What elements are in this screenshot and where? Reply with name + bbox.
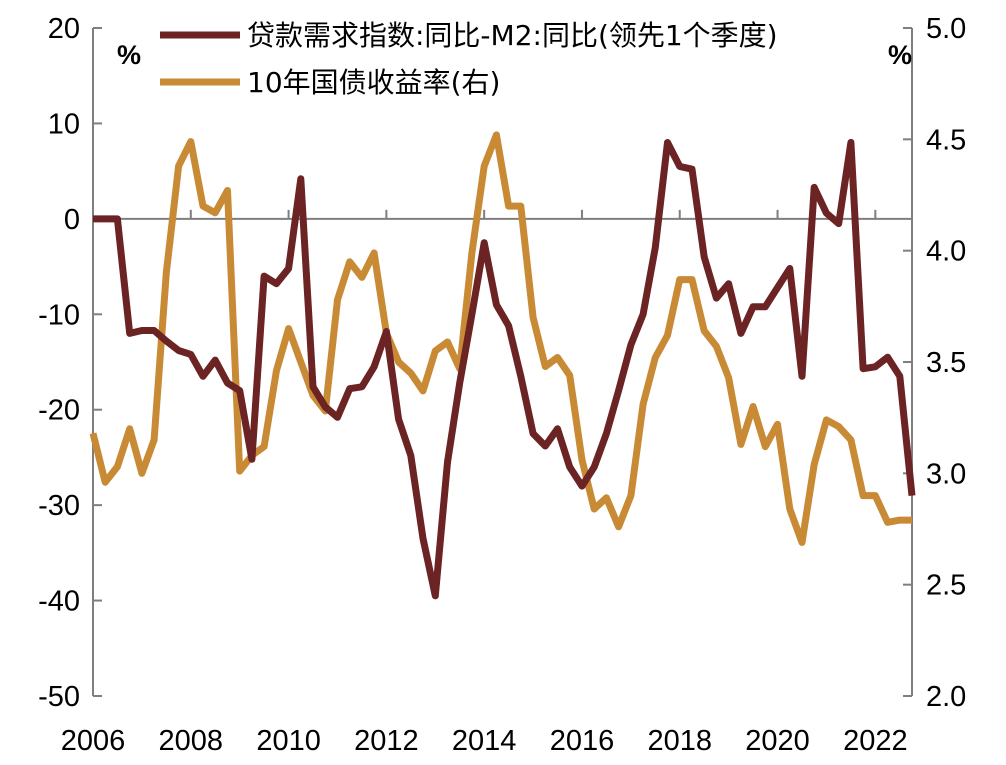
left-tick-label: -50 (38, 681, 80, 713)
right-axis-unit: % (888, 40, 912, 70)
series-line-loan-demand (93, 139, 916, 600)
x-tick-label: 2006 (61, 725, 126, 757)
right-tick-label: 3.5 (926, 347, 966, 379)
left-tick-label: -20 (38, 395, 80, 427)
x-tick-label: 2016 (550, 725, 615, 757)
x-tick-label: 2022 (843, 725, 908, 757)
x-tick-label: 2018 (647, 725, 712, 757)
left-tick-label: -10 (38, 299, 80, 331)
x-tick-label: 2012 (354, 725, 419, 757)
series-layer (89, 131, 916, 600)
left-tick-label: -40 (38, 586, 80, 618)
x-tick-label: 2020 (745, 725, 810, 757)
right-tick-label: 4.0 (926, 236, 966, 268)
x-tick-label: 2010 (256, 725, 321, 757)
left-axis-unit: % (117, 40, 141, 70)
right-tick-label: 4.5 (926, 124, 966, 156)
x-tick-label: 2014 (452, 725, 517, 757)
right-tick-label: 2.5 (926, 570, 966, 602)
right-tick-label: 5.0 (926, 13, 966, 45)
legend-label-loan-demand: 贷款需求指数:同比-M2:同比(领先1个季度) (247, 19, 778, 52)
legend-label-bond-yield: 10年国债收益率(右) (247, 66, 500, 99)
series-line-bond-yield (89, 131, 912, 546)
legend: 贷款需求指数:同比-M2:同比(领先1个季度) 10年国债收益率(右) (160, 19, 778, 99)
left-tick-label: 20 (48, 13, 80, 45)
right-tick-label: 3.0 (926, 458, 966, 490)
x-tick-label: 2008 (159, 725, 224, 757)
left-tick-label: 0 (64, 204, 80, 236)
left-tick-label: 10 (48, 108, 80, 140)
right-tick-label: 2.0 (926, 681, 966, 713)
tick-labels: 20100-10-20-30-40-505.04.54.03.53.02.52.… (38, 13, 966, 757)
left-tick-label: -30 (38, 490, 80, 522)
